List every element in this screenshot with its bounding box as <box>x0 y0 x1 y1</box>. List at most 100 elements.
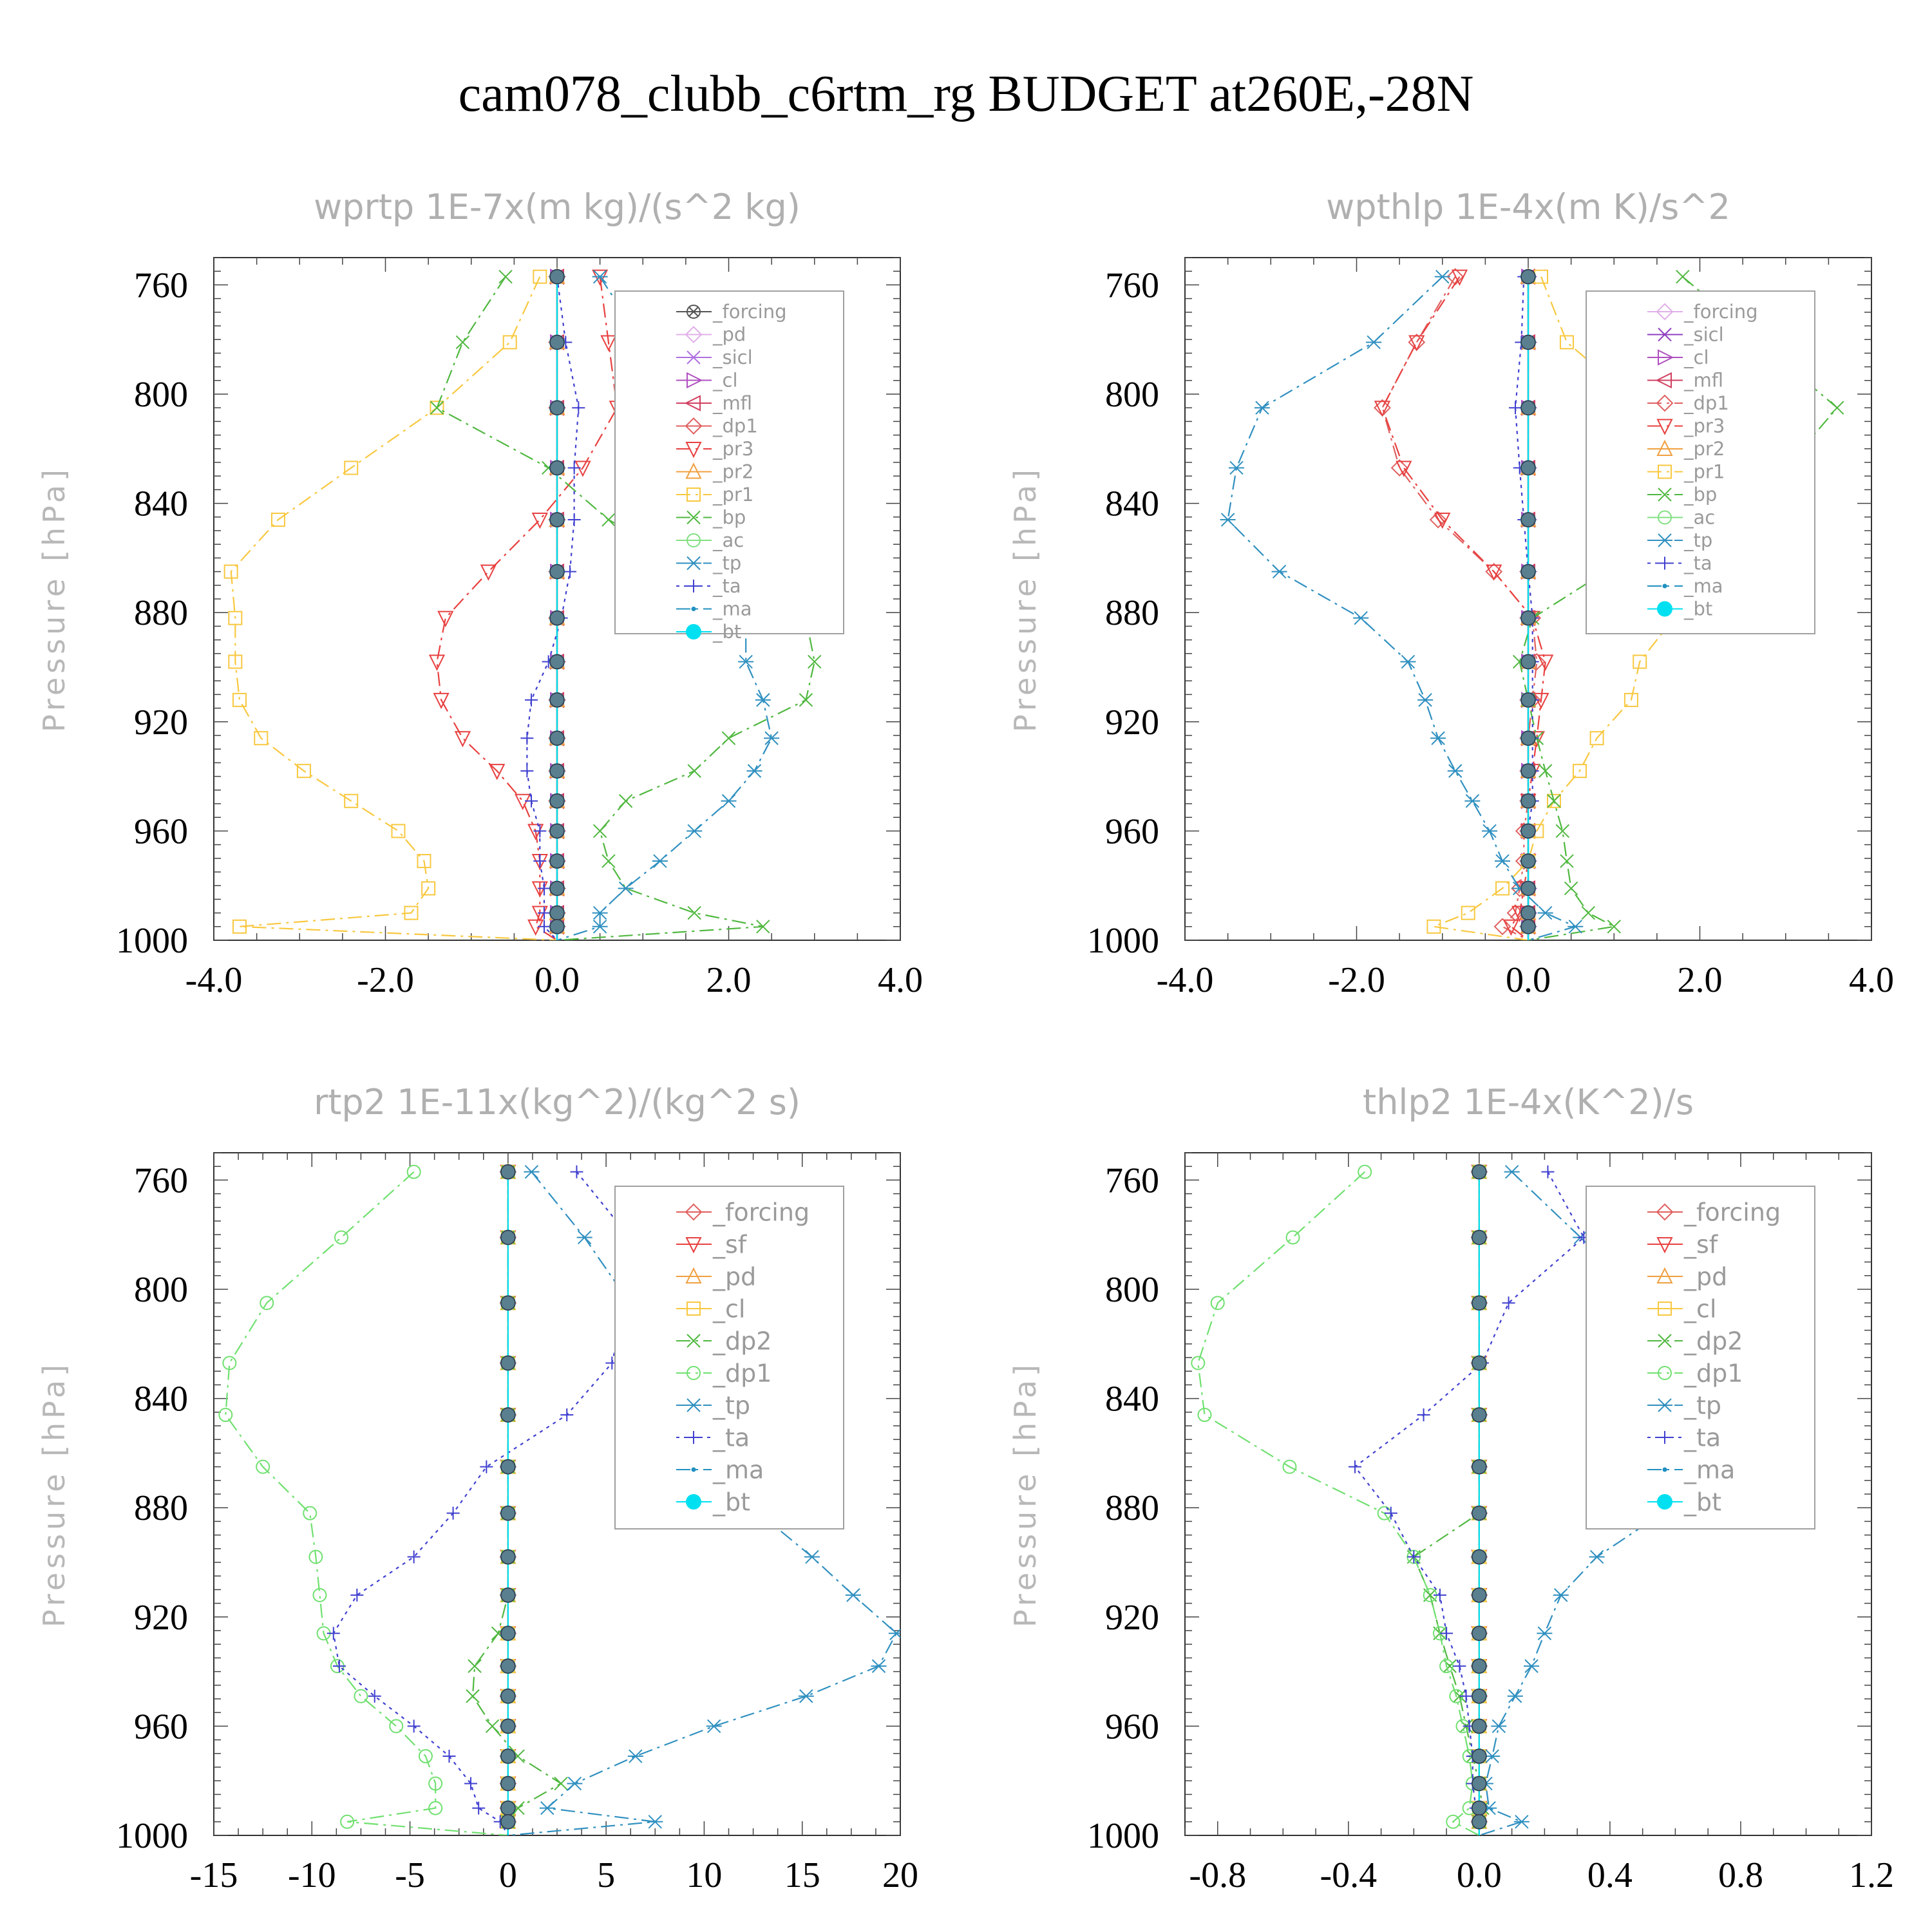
data-point <box>1433 1588 1446 1602</box>
legend-frame <box>1586 1186 1815 1530</box>
data-point <box>871 1659 887 1673</box>
zero-stack <box>500 1164 516 1830</box>
data-point <box>417 854 431 869</box>
legend-label: _dp1 <box>1683 392 1729 414</box>
zero-stack-marker <box>1520 905 1536 921</box>
data-point <box>1459 1689 1473 1703</box>
legend-marker <box>1662 583 1667 589</box>
zero-stack-marker <box>1472 1718 1487 1734</box>
y-tick-label: 920 <box>1105 1598 1159 1638</box>
data-point <box>1830 401 1844 415</box>
zero-stack-marker <box>549 919 565 934</box>
data-point <box>454 731 471 748</box>
y-axis-label: Pressure [hPa] <box>1008 466 1043 732</box>
panel-title: wpthlp 1E-4x(m K)/s^2 <box>1326 187 1730 227</box>
data-point <box>520 732 534 745</box>
data-point <box>652 854 668 868</box>
series-line <box>1197 1171 1480 1835</box>
legend-item: _ac <box>1647 507 1715 529</box>
data-point <box>687 764 701 778</box>
zero-stack-marker <box>1472 1748 1487 1764</box>
legend-label: _ma <box>712 598 752 620</box>
zero-stack-marker <box>549 692 565 708</box>
legend-marker <box>1658 349 1674 366</box>
legend-label: _mfl <box>1683 370 1723 392</box>
legend-marker <box>686 1494 701 1510</box>
legend-label: _ac <box>1683 507 1715 529</box>
x-tick-label: 20 <box>882 1855 918 1895</box>
y-tick-label: 840 <box>134 484 188 524</box>
data-point <box>533 269 547 284</box>
zero-stack <box>549 269 565 934</box>
panels: wprtp 1E-7x(m kg)/(s^2 kg) Pressure [hPa]… <box>37 187 1894 1895</box>
legend-item: _mfl <box>676 392 752 414</box>
data-point <box>1396 460 1412 477</box>
panel-title: thlp2 1E-4x(K^2)/s <box>1363 1082 1694 1122</box>
legend: _forcing_pd_sicl_cl_mfl_dp1_pr3_pr2_pr1_… <box>614 290 844 643</box>
data-point <box>525 693 538 706</box>
data-point <box>1495 881 1510 896</box>
data-point <box>1502 919 1519 936</box>
y-tick-label: 880 <box>134 593 188 633</box>
zero-stack-marker <box>500 1355 516 1371</box>
data-point <box>1495 854 1511 868</box>
data-point <box>808 654 822 669</box>
data-point <box>1429 511 1447 529</box>
data-point <box>466 1689 480 1703</box>
y-tick-label: 1000 <box>116 1816 188 1856</box>
data-point <box>1482 824 1498 838</box>
data-point <box>1407 1550 1421 1564</box>
zero-stack-marker <box>1472 1658 1487 1674</box>
y-tick-label: 960 <box>1105 811 1159 851</box>
data-point <box>1426 919 1441 934</box>
legend-label: _bp <box>712 507 746 529</box>
legend-marker <box>1662 1467 1667 1472</box>
series-line <box>1431 276 1727 940</box>
data-point <box>1408 335 1425 352</box>
legend-item: _bt <box>676 1488 750 1516</box>
legend-item: _dp1 <box>676 415 758 437</box>
data-point <box>1282 1459 1297 1474</box>
legend-label: _bt <box>1683 1488 1721 1516</box>
zero-stack-marker <box>1472 1549 1487 1565</box>
data-point <box>430 401 444 415</box>
legend-marker <box>1658 1431 1671 1444</box>
zero-stack-marker <box>500 1505 516 1521</box>
x-tick-label: -10 <box>288 1855 336 1895</box>
data-point <box>222 1356 237 1370</box>
zero-stack-marker <box>1520 793 1536 809</box>
data-point <box>1417 693 1434 707</box>
data-point <box>524 1164 540 1179</box>
data-point <box>455 335 470 350</box>
legend-label: _pd <box>1683 1262 1727 1291</box>
series-line <box>436 276 815 940</box>
data-point <box>1537 654 1554 671</box>
y-tick-label: 800 <box>1105 375 1159 415</box>
data-point <box>354 1689 368 1703</box>
figure-title: cam078_clubb_c6rtm_rg BUDGET at260E,-28N <box>459 66 1474 122</box>
legend-item: _dp1 <box>676 1359 772 1387</box>
data-point <box>334 1230 348 1245</box>
data-point <box>464 1777 477 1790</box>
zero-stack-marker <box>549 334 565 350</box>
data-point <box>312 1587 327 1602</box>
data-point <box>576 1230 592 1245</box>
plot-area <box>223 267 822 940</box>
data-point <box>1464 794 1481 808</box>
zero-stack-marker <box>1520 512 1536 527</box>
x-tick-label: -15 <box>190 1855 238 1895</box>
data-point <box>446 1506 460 1520</box>
data-point <box>1434 513 1451 529</box>
legend-marker <box>1656 394 1674 412</box>
legend-label: _dp1 <box>1683 1359 1743 1387</box>
legend-item: _ta <box>1647 1423 1721 1452</box>
zero-stack-marker <box>1472 1229 1487 1245</box>
data-point <box>539 1801 555 1815</box>
data-point <box>1538 764 1553 778</box>
legend-item: _ma <box>676 598 752 620</box>
data-point <box>308 1549 323 1564</box>
zero-stack-marker <box>1520 269 1536 285</box>
zero-stack-marker <box>1520 334 1536 350</box>
legend-marker <box>685 1237 702 1254</box>
data-point <box>592 824 607 838</box>
